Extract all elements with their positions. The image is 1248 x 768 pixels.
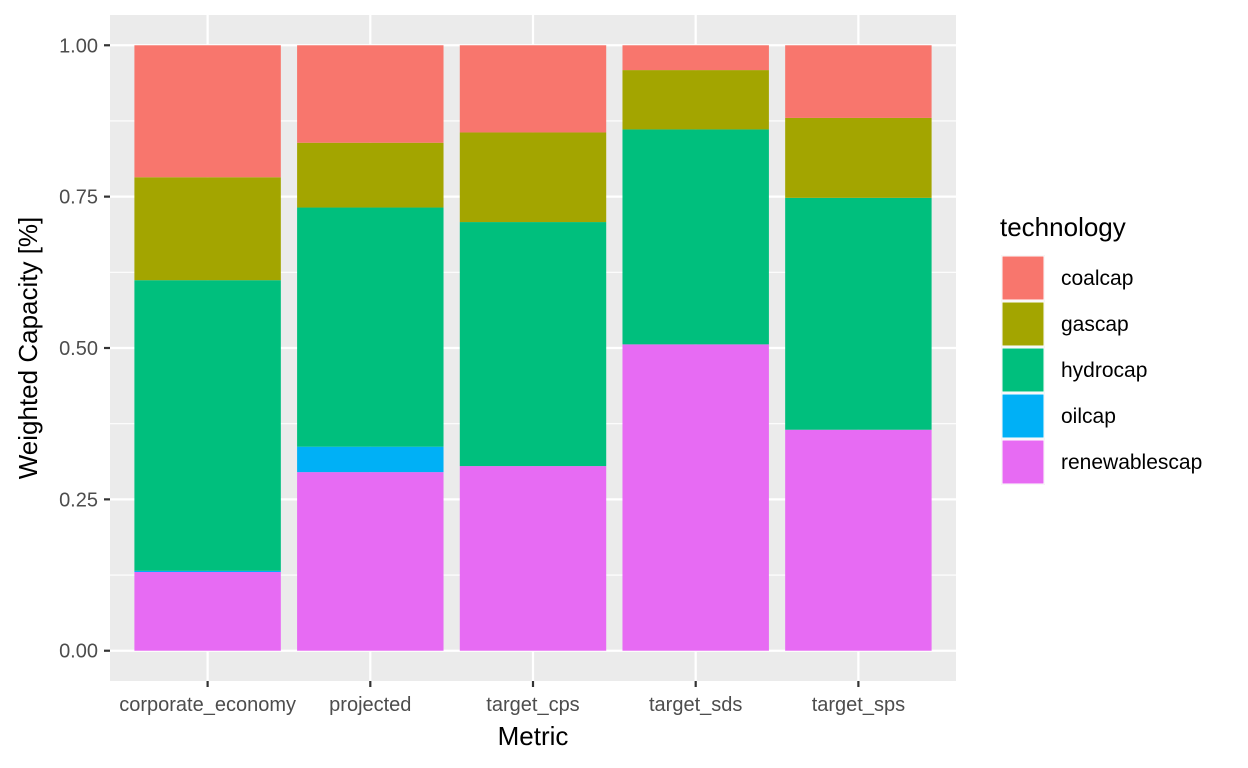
bars bbox=[134, 45, 932, 651]
y-tick-label: 0.75 bbox=[59, 187, 98, 209]
bar-coalcap-projected bbox=[297, 45, 444, 143]
bar-oilcap-corporate_economy bbox=[134, 570, 281, 573]
legend-label-gascap: gascap bbox=[1061, 313, 1129, 336]
legend-title: technology bbox=[1000, 212, 1126, 242]
legend-label-coalcap: coalcap bbox=[1061, 267, 1133, 290]
bar-renewablescap-projected bbox=[297, 472, 444, 651]
bar-coalcap-target_cps bbox=[459, 45, 607, 133]
x-tick-label: target_sds bbox=[649, 694, 742, 716]
legend-label-renewablescap: renewablescap bbox=[1061, 451, 1202, 474]
y-axis: 0.00 0.25 0.50 0.75 1.00 bbox=[59, 35, 110, 663]
bar-hydrocap-corporate_economy bbox=[134, 280, 281, 571]
bar-gascap-corporate_economy bbox=[134, 177, 281, 281]
legend-label-oilcap: oilcap bbox=[1061, 405, 1116, 428]
bar-hydrocap-projected bbox=[297, 207, 444, 447]
x-tick-label: corporate_economy bbox=[119, 694, 296, 716]
legend-swatch-coalcap bbox=[1001, 255, 1045, 301]
legend-label-hydrocap: hydrocap bbox=[1061, 359, 1147, 382]
bar-renewablescap-corporate_economy bbox=[134, 572, 281, 651]
legend-swatch-oilcap bbox=[1001, 393, 1045, 439]
bar-hydrocap-target_cps bbox=[459, 222, 607, 467]
legend-swatch-renewablescap bbox=[1001, 439, 1045, 485]
y-tick-label: 1.00 bbox=[59, 35, 98, 57]
bar-coalcap-target_sps bbox=[785, 45, 932, 118]
legend-swatch-gascap bbox=[1001, 301, 1045, 347]
bar-hydrocap-target_sps bbox=[785, 197, 932, 430]
bar-coalcap-corporate_economy bbox=[134, 45, 281, 178]
x-axis-title: Metric bbox=[498, 721, 569, 751]
legend: technology coalcap gascap hydrocap oilcap re… bbox=[1000, 212, 1202, 485]
bar-gascap-projected bbox=[297, 142, 444, 208]
bar-gascap-target_sps bbox=[785, 117, 932, 198]
x-axis: corporate_economy projected target_cps targ… bbox=[119, 681, 905, 716]
x-tick-label: target_cps bbox=[486, 694, 579, 716]
legend-swatch-hydrocap bbox=[1001, 347, 1045, 393]
bar-renewablescap-target_sps bbox=[785, 429, 932, 651]
y-tick-label: 0.25 bbox=[59, 489, 98, 511]
x-tick-label: projected bbox=[329, 694, 411, 716]
bar-renewablescap-target_sds bbox=[622, 344, 769, 651]
bar-hydrocap-target_sds bbox=[622, 129, 769, 345]
bar-gascap-target_sds bbox=[622, 70, 769, 130]
bar-oilcap-projected bbox=[297, 446, 444, 473]
bar-gascap-target_cps bbox=[459, 132, 607, 223]
y-axis-title: Weighted Capacity [%] bbox=[13, 217, 43, 480]
y-tick-label: 0.00 bbox=[59, 641, 98, 663]
x-tick-label: target_sps bbox=[812, 694, 905, 716]
bar-renewablescap-target_cps bbox=[459, 466, 607, 651]
bar-coalcap-target_sds bbox=[622, 45, 769, 71]
y-tick-label: 0.50 bbox=[59, 338, 98, 360]
